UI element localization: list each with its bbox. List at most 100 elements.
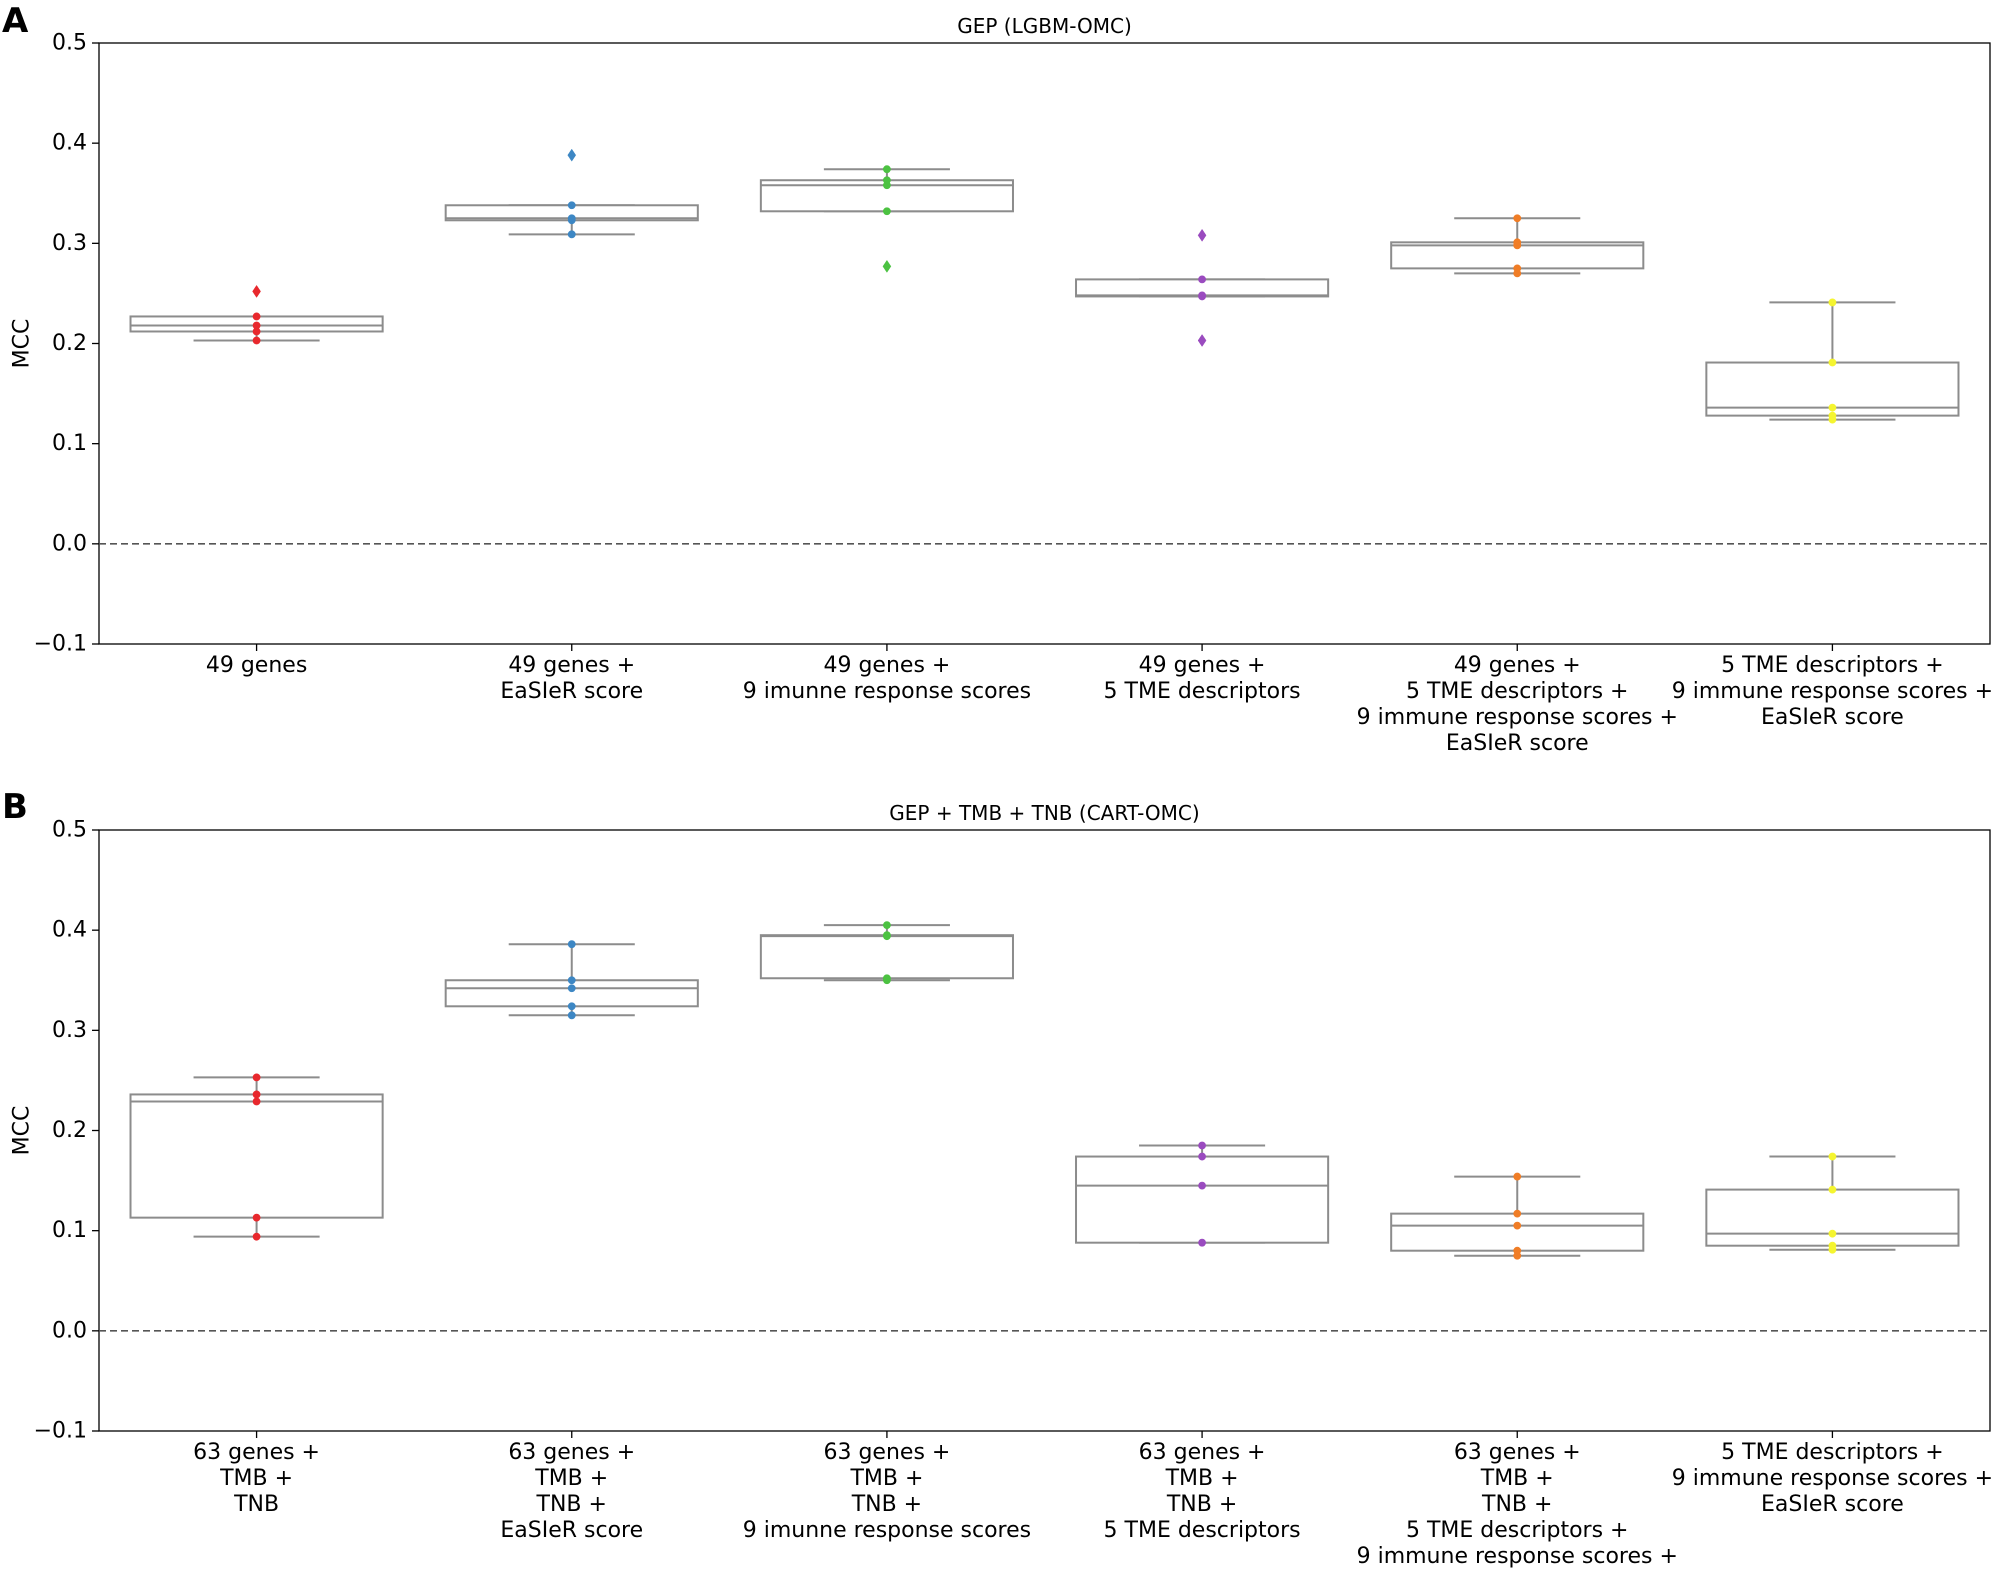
panel-a-y-tick-label-5: 0.4 bbox=[52, 131, 87, 156]
category-label-line: 5 TME descriptors bbox=[1104, 1518, 1301, 1543]
category-label-line: EaSIeR score bbox=[500, 679, 643, 704]
panel-b: B GEP + TMB + TNB (CART-OMC) MCC −0.1 0.0… bbox=[2, 787, 1993, 1569]
category-label-line: 49 genes bbox=[206, 653, 307, 678]
panel-a-box-3 bbox=[759, 165, 1014, 273]
panel-a-box-5 bbox=[1390, 214, 1645, 278]
data-point-4 bbox=[252, 1090, 261, 1099]
data-point-3 bbox=[1198, 275, 1206, 284]
data-point-1 bbox=[567, 1011, 576, 1020]
panel-b-box-3 bbox=[759, 921, 1014, 985]
data-point-3 bbox=[1513, 1221, 1522, 1230]
data-point-5 bbox=[1513, 1172, 1522, 1181]
panel-b-y-ticks: −0.1 0.0 0.1 0.2 0.3 0.4 0.5 bbox=[34, 818, 99, 1444]
category-label-line: TMB + bbox=[849, 1466, 923, 1491]
category-label-line: TNB + bbox=[536, 1492, 607, 1517]
category-label-line: 49 genes + bbox=[508, 653, 635, 678]
data-point-4 bbox=[1513, 1209, 1522, 1218]
panel-b-box-4 bbox=[1075, 1141, 1330, 1247]
panel-b-y-tick-label-5: 0.4 bbox=[52, 918, 87, 943]
category-label-line: 63 genes + bbox=[193, 1440, 320, 1465]
data-point-5 bbox=[567, 940, 576, 949]
data-point-3 bbox=[1828, 403, 1837, 412]
panel-b-box-6 bbox=[1705, 1152, 1960, 1254]
panel-a-category-label-2: 49 genes + EaSIeR score bbox=[500, 653, 643, 704]
category-label-line: 49 genes + bbox=[823, 653, 950, 678]
category-label-line: 5 TME descriptors + bbox=[1721, 653, 1944, 678]
panel-b-y-tick-label-3: 0.2 bbox=[52, 1118, 87, 1143]
category-label-line: TMB + bbox=[1165, 1466, 1239, 1491]
data-point-1 bbox=[252, 1232, 261, 1241]
panel-a-y-tick-label-0: −0.1 bbox=[34, 632, 87, 657]
data-point-2 bbox=[1513, 264, 1522, 273]
data-point-3 bbox=[567, 214, 576, 223]
panel-b-category-label-4: 63 genes + TMB + TNB +5 TME descriptors bbox=[1104, 1440, 1301, 1543]
data-point-5 bbox=[1828, 298, 1837, 307]
panel-label-a: A bbox=[2, 1, 29, 41]
panel-a-boxes bbox=[129, 148, 1960, 424]
data-point-2 bbox=[252, 1213, 261, 1222]
iqr-box bbox=[759, 934, 1014, 980]
outlier-point-2 bbox=[1197, 334, 1207, 347]
iqr-box bbox=[1075, 1155, 1330, 1244]
data-point-5 bbox=[1828, 1152, 1837, 1161]
outlier-point-1 bbox=[882, 259, 892, 273]
data-point-4 bbox=[883, 931, 891, 940]
panel-b-boxes bbox=[129, 921, 1960, 1260]
panel-b-category-label-6: 5 TME descriptors +9 immune response sco… bbox=[1672, 1440, 1993, 1517]
data-point-4 bbox=[252, 312, 261, 321]
panel-label-b: B bbox=[2, 787, 28, 827]
category-label-line: 5 TME descriptors + bbox=[1406, 1518, 1629, 1543]
panel-a-y-tick-label-6: 0.5 bbox=[52, 31, 87, 56]
category-label-line: 63 genes + bbox=[508, 1440, 635, 1465]
panel-b-box-5 bbox=[1390, 1172, 1645, 1260]
category-label-line: 49 genes + bbox=[1454, 653, 1581, 678]
panel-a-category-label-4: 49 genes +5 TME descriptors bbox=[1104, 653, 1301, 704]
category-label-line: 63 genes + bbox=[1454, 1440, 1581, 1465]
data-point-1 bbox=[1198, 1238, 1206, 1247]
data-point-2 bbox=[567, 1002, 576, 1011]
data-point-4 bbox=[1513, 238, 1522, 247]
panel-a-plot-area bbox=[98, 42, 1991, 645]
category-label-line: 9 imunne response scores bbox=[743, 1518, 1031, 1543]
data-point-3 bbox=[883, 176, 891, 185]
data-point-4 bbox=[1828, 358, 1837, 367]
panel-b-y-tick-label-1: 0.0 bbox=[52, 1318, 87, 1343]
outlier-point-1 bbox=[252, 284, 261, 298]
panel-b-y-tick-label-4: 0.3 bbox=[52, 1018, 87, 1043]
data-point-2 bbox=[883, 974, 891, 983]
panel-a-category-label-5: 49 genes +5 TME descriptors +9 immune re… bbox=[1357, 653, 1678, 756]
data-point-3 bbox=[567, 984, 576, 993]
panel-a-box-2 bbox=[444, 148, 699, 239]
category-label-line: TMB + bbox=[1480, 1466, 1554, 1491]
data-point-4 bbox=[1198, 1141, 1206, 1150]
panel-a-box-1 bbox=[129, 284, 384, 345]
data-point-5 bbox=[252, 1073, 261, 1082]
data-point-4 bbox=[1828, 1185, 1837, 1194]
category-label-line: TNB bbox=[233, 1492, 279, 1517]
panel-b-category-label-5: 63 genes + TMB + TNB +5 TME descriptors +9… bbox=[1357, 1440, 1678, 1569]
category-label-line: EaSIeR score bbox=[1446, 731, 1589, 756]
category-label-line: TNB + bbox=[1166, 1492, 1237, 1517]
category-label-line: 5 TME descriptors + bbox=[1406, 679, 1629, 704]
data-point-3 bbox=[1198, 1152, 1206, 1161]
panel-b-box-1 bbox=[129, 1073, 384, 1241]
panel-a-y-tick-label-4: 0.3 bbox=[52, 231, 87, 256]
data-point-2 bbox=[1513, 1246, 1522, 1255]
panel-b-category-label-2: 63 genes + TMB + TNB + EaSIeR score bbox=[500, 1440, 643, 1543]
panel-b-y-axis-label: MCC bbox=[10, 1106, 35, 1156]
data-point-5 bbox=[883, 921, 891, 930]
panel-a-y-ticks: −0.1 0.0 0.1 0.2 0.3 0.4 0.5 bbox=[34, 31, 99, 657]
data-point-4 bbox=[883, 165, 891, 174]
iqr-box bbox=[444, 979, 699, 1008]
panel-a-y-tick-label-1: 0.0 bbox=[52, 531, 87, 556]
panel-a: A GEP (LGBM-OMC) MCC −0.1 0.0 0.1 0.2 0.3 0.4… bbox=[2, 1, 1993, 756]
panel-a-title: GEP (LGBM-OMC) bbox=[957, 14, 1132, 38]
data-point-1 bbox=[883, 207, 891, 216]
panel-a-box-4 bbox=[1075, 228, 1330, 347]
panel-a-category-label-6: 5 TME descriptors +9 immune response sco… bbox=[1672, 653, 1993, 730]
outlier-point-1 bbox=[567, 148, 577, 162]
category-label-line: 63 genes + bbox=[1139, 1440, 1266, 1465]
data-point-3 bbox=[1828, 1229, 1837, 1238]
panel-b-category-label-1: 63 genes + TMB + TNB bbox=[193, 1440, 320, 1517]
